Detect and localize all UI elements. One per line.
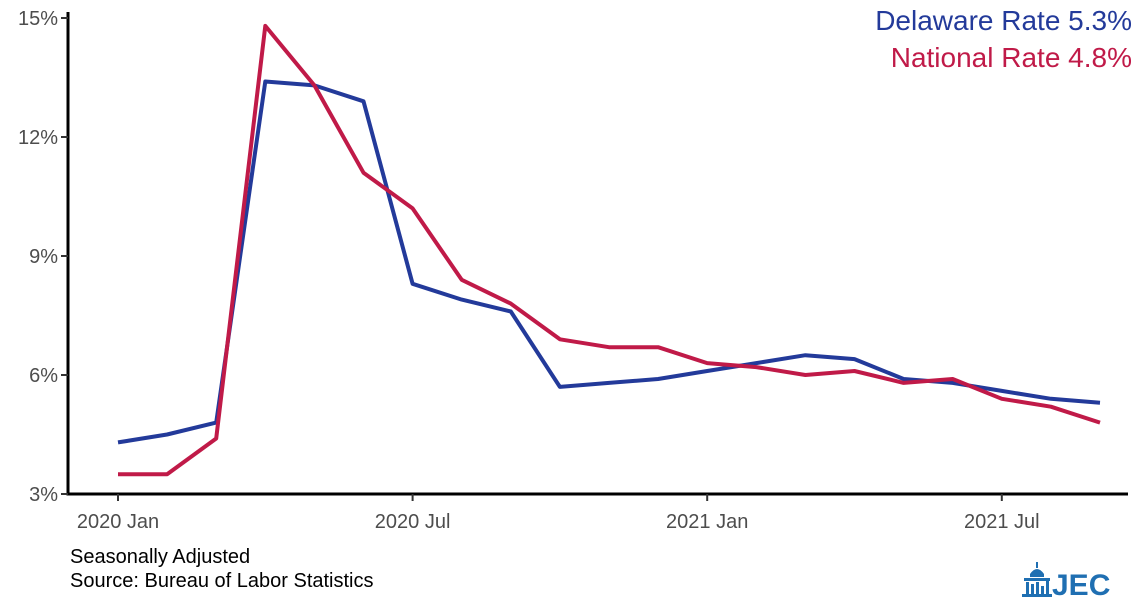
axes: 3% 6% 9% 12% 15% 2020 Jan 2020 Jul 2021 Jan 2021… xyxy=(18,8,1128,533)
note-seasonally-adjusted: Seasonally Adjusted xyxy=(70,546,251,568)
logo-wordmark: JEC xyxy=(1052,569,1110,598)
x-tick-label: 2021 Jul xyxy=(964,511,1040,533)
series-line-delaware xyxy=(117,79,1101,445)
x-tick-label: 2020 Jan xyxy=(77,511,159,533)
legend-label-delaware: Delaware Rate 5.3% xyxy=(875,5,1132,36)
y-tick-label: 12% xyxy=(18,127,58,149)
y-tick-label: 3% xyxy=(29,484,58,506)
jec-logo: JEC xyxy=(1022,562,1110,598)
x-tick-label: 2020 Jul xyxy=(375,511,451,533)
line-chart: 3% 6% 9% 12% 15% 2020 Jan 2020 Jul 2021 Jan 2021… xyxy=(18,5,1132,533)
y-tick-label: 6% xyxy=(29,365,58,387)
legend: Delaware Rate 5.3% National Rate 4.8% xyxy=(875,5,1132,73)
capitol-icon xyxy=(1022,562,1052,597)
y-tick-label: 9% xyxy=(29,246,58,268)
series-line-national xyxy=(118,23,1101,477)
series-lines xyxy=(117,23,1101,477)
x-tick-label: 2021 Jan xyxy=(666,511,748,533)
legend-label-national: National Rate 4.8% xyxy=(891,42,1132,73)
y-tick-label: 15% xyxy=(18,8,58,30)
note-source: Source: Bureau of Labor Statistics xyxy=(70,570,374,592)
